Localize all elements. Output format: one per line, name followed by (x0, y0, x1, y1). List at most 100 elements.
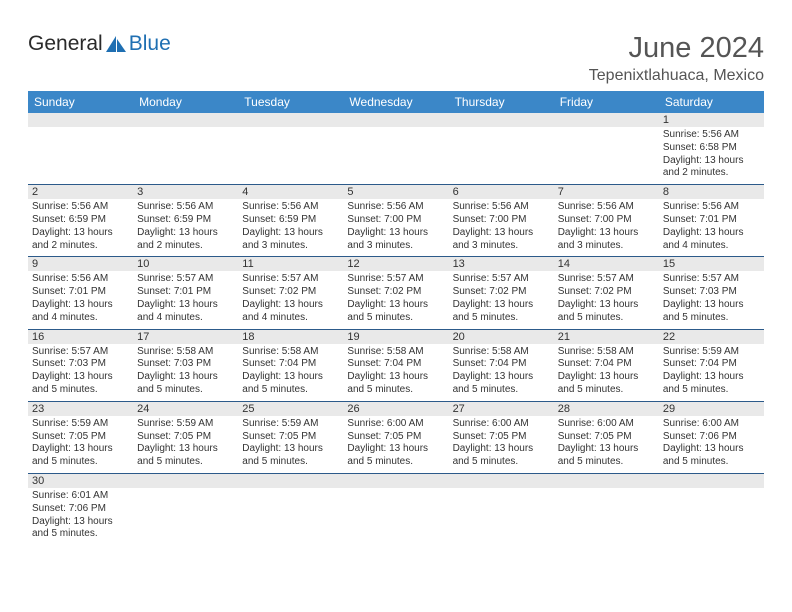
weekday-header-row: Sunday Monday Tuesday Wednesday Thursday… (28, 91, 764, 113)
daylight-text: Daylight: 13 hours and 5 minutes. (242, 443, 339, 469)
day-cell-body (554, 488, 659, 545)
sunrise-text: Sunrise: 5:58 AM (558, 346, 655, 359)
dayinfo-row: Sunrise: 5:57 AMSunset: 7:03 PMDaylight:… (28, 344, 764, 402)
daylight-text: Daylight: 13 hours and 2 minutes. (32, 227, 129, 253)
day-cell-head (554, 113, 659, 127)
day-cell-body (343, 127, 448, 185)
logo-text-general: General (28, 32, 103, 56)
day-info: Sunrise: 5:59 AMSunset: 7:05 PMDaylight:… (238, 416, 343, 473)
day-cell-body: Sunrise: 5:56 AMSunset: 6:59 PMDaylight:… (28, 199, 133, 257)
day-number: 1 (659, 113, 764, 127)
day-cell-head: 19 (343, 329, 448, 344)
dayinfo-row: Sunrise: 5:59 AM Sunset: 7:05 PM Daylight:… (28, 416, 764, 474)
day-cell-body: Sunrise: 5:59 AMSunset: 7:05 PMDaylight:… (133, 416, 238, 474)
day-number: 29 (659, 402, 764, 416)
page-title: June 2024 (589, 32, 764, 65)
day-cell-head: 23 (28, 401, 133, 416)
sunrise-text: Sunrise: 5:59 AM (663, 346, 760, 359)
daylight-text: Daylight: 13 hours and 5 minutes. (242, 371, 339, 397)
day-info: Sunrise: 5:59 AMSunset: 7:05 PMDaylight:… (133, 416, 238, 473)
logo-text-blue: Blue (129, 32, 171, 56)
sunset-text: Sunset: 7:00 PM (558, 214, 655, 227)
day-info (449, 127, 554, 146)
day-info: Sunrise: 5:58 AMSunset: 7:04 PMDaylight:… (238, 344, 343, 401)
sunset-text: Sunset: 7:05 PM (347, 431, 444, 444)
day-cell-body: Sunrise: 6:00 AMSunset: 7:05 PMDaylight:… (343, 416, 448, 474)
day-cell-body (238, 488, 343, 545)
day-number: 22 (659, 330, 764, 344)
day-cell-head: 24 (133, 401, 238, 416)
day-info: Sunrise: 5:57 AMSunset: 7:02 PMDaylight:… (449, 271, 554, 328)
day-number: 9 (28, 257, 133, 271)
day-cell-head: 8 (659, 185, 764, 200)
day-number (238, 113, 343, 127)
sunrise-text: Sunrise: 5:57 AM (242, 273, 339, 286)
day-number: 20 (449, 330, 554, 344)
sunset-text: Sunset: 6:59 PM (137, 214, 234, 227)
dayinfo-row: Sunrise: 5:56 AMSunset: 6:58 PMDaylight:… (28, 127, 764, 185)
day-cell-body: Sunrise: 5:59 AMSunset: 7:05 PMDaylight:… (238, 416, 343, 474)
day-info: Sunrise: 5:56 AMSunset: 6:58 PMDaylight:… (659, 127, 764, 184)
day-cell-head (133, 473, 238, 488)
location: Tepenixtlahuaca, Mexico (589, 67, 764, 85)
sunset-text: Sunset: 7:06 PM (663, 431, 760, 444)
day-cell-body: Sunrise: 6:00 AMSunset: 7:05 PMDaylight:… (554, 416, 659, 474)
day-cell-body: Sunrise: 5:58 AMSunset: 7:03 PMDaylight:… (133, 344, 238, 402)
day-info: Sunrise: 5:56 AMSunset: 6:59 PMDaylight:… (28, 199, 133, 256)
day-info: Sunrise: 5:59 AMSunset: 7:04 PMDaylight:… (659, 344, 764, 401)
sunrise-text: Sunrise: 5:58 AM (347, 346, 444, 359)
day-cell-body: Sunrise: 5:56 AMSunset: 7:00 PMDaylight:… (343, 199, 448, 257)
day-number (238, 474, 343, 488)
day-cell-body (343, 488, 448, 545)
day-cell-body: Sunrise: 5:59 AMSunset: 7:04 PMDaylight:… (659, 344, 764, 402)
day-cell-head (133, 113, 238, 127)
sunrise-text: Sunrise: 5:59 AM (242, 418, 339, 431)
sunset-text: Sunset: 6:59 PM (242, 214, 339, 227)
sunrise-text: Sunrise: 5:56 AM (242, 201, 339, 214)
daylight-text: Daylight: 13 hours and 3 minutes. (242, 227, 339, 253)
daylight-text: Daylight: 13 hours and 2 minutes. (663, 155, 760, 181)
sunset-text: Sunset: 7:05 PM (558, 431, 655, 444)
day-number (659, 474, 764, 488)
daylight-text: Daylight: 13 hours and 3 minutes. (453, 227, 550, 253)
day-cell-head (238, 113, 343, 127)
daylight-text: Daylight: 13 hours and 5 minutes. (558, 299, 655, 325)
day-number: 28 (554, 402, 659, 416)
sunrise-text: Sunrise: 6:00 AM (453, 418, 550, 431)
sunrise-text: Sunrise: 6:00 AM (663, 418, 760, 431)
day-number: 4 (238, 185, 343, 199)
daylight-text: Daylight: 13 hours and 5 minutes. (32, 516, 129, 542)
day-info (554, 127, 659, 146)
day-number: 25 (238, 402, 343, 416)
day-number: 5 (343, 185, 448, 199)
day-cell-body: Sunrise: 5:58 AMSunset: 7:04 PMDaylight:… (554, 344, 659, 402)
sunrise-text: Sunrise: 5:57 AM (558, 273, 655, 286)
daylight-text: Daylight: 13 hours and 5 minutes. (137, 371, 234, 397)
daynum-row: 23242526272829 (28, 401, 764, 416)
sunset-text: Sunset: 7:04 PM (663, 358, 760, 371)
daylight-text: Daylight: 13 hours and 4 minutes. (137, 299, 234, 325)
day-number (28, 113, 133, 127)
day-info: Sunrise: 5:57 AMSunset: 7:03 PMDaylight:… (659, 271, 764, 328)
day-cell-head: 10 (133, 257, 238, 272)
day-cell-head: 1 (659, 113, 764, 127)
day-info: Sunrise: 6:00 AMSunset: 7:06 PMDaylight:… (659, 416, 764, 473)
day-cell-body: Sunrise: 6:00 AMSunset: 7:06 PMDaylight:… (659, 416, 764, 474)
day-cell-body (133, 127, 238, 185)
day-info: Sunrise: 5:56 AMSunset: 7:01 PMDaylight:… (659, 199, 764, 256)
daylight-text: Daylight: 13 hours and 2 minutes. (137, 227, 234, 253)
daylight-text: Daylight: 13 hours and 5 minutes. (347, 299, 444, 325)
day-number: 11 (238, 257, 343, 271)
day-cell-head (238, 473, 343, 488)
day-number: 15 (659, 257, 764, 271)
day-info (343, 127, 448, 146)
day-number: 30 (28, 474, 133, 488)
day-cell-head: 2 (28, 185, 133, 200)
day-cell-head: 27 (449, 401, 554, 416)
day-cell-body: Sunrise: 5:56 AMSunset: 6:59 PMDaylight:… (238, 199, 343, 257)
daylight-text: Daylight: 13 hours and 5 minutes. (137, 443, 234, 469)
daylight-text: Daylight: 13 hours and 5 minutes. (453, 299, 550, 325)
sunrise-text: Sunrise: 5:56 AM (663, 129, 760, 142)
day-info (133, 127, 238, 146)
day-cell-head: 7 (554, 185, 659, 200)
